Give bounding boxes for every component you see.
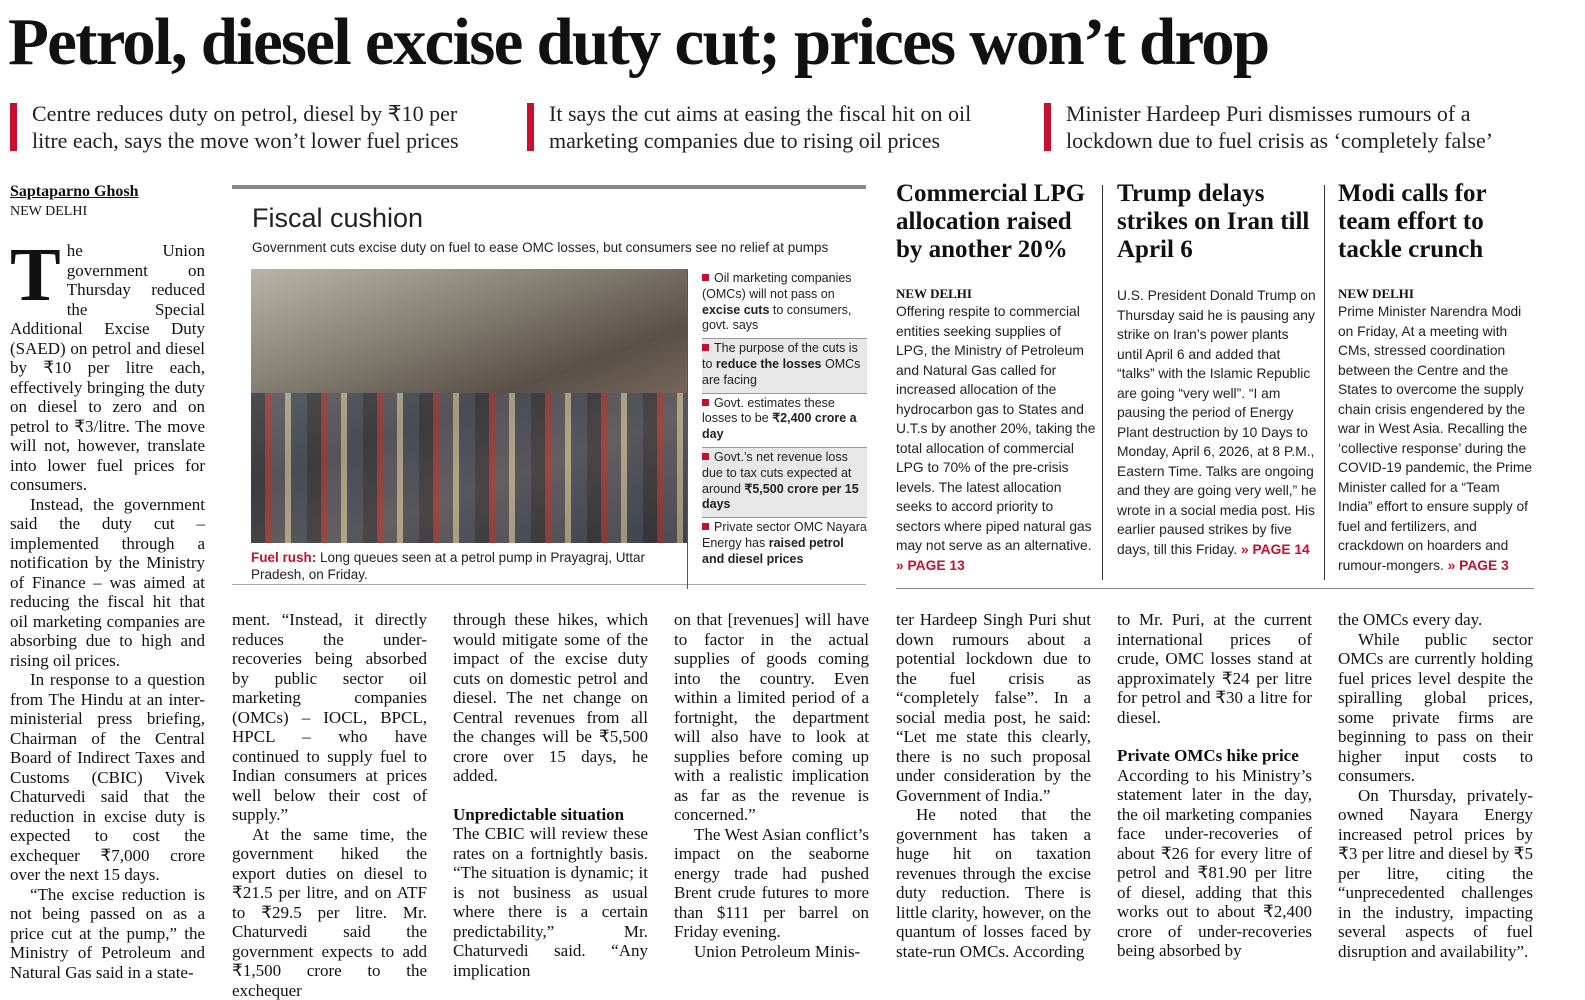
- brief-modi: Modi calls for team effort to tackle cru…: [1338, 180, 1538, 575]
- deck-2: It says the cut aims at easing the fisca…: [527, 100, 997, 154]
- brief-title[interactable]: Modi calls for team effort to tackle cru…: [1338, 180, 1538, 264]
- fact-item: Private sector OMC Nayara Energy has rai…: [702, 518, 867, 571]
- brief-dateline: NEW DELHI: [1338, 286, 1538, 302]
- deck-text: Minister Hardeep Puri dismisses rumours …: [1066, 101, 1493, 153]
- subheading: Private OMCs hike price: [1117, 746, 1312, 766]
- brief-title[interactable]: Commercial LPG allocation raised by anot…: [896, 180, 1096, 264]
- brief-lpg: Commercial LPG allocation raised by anot…: [896, 180, 1096, 575]
- petrol-pump-photo: [251, 269, 687, 543]
- paragraph: ment. “Instead, it directly reduces the …: [232, 610, 427, 825]
- body-column-7: the OMCs every day. While public sector …: [1338, 610, 1533, 961]
- graphic-title: Fiscal cushion: [252, 203, 423, 234]
- bullet-icon: [702, 344, 709, 351]
- drop-cap: T: [10, 245, 61, 305]
- fact-item: The purpose of the cuts is to reduce the…: [702, 339, 867, 393]
- divider: [1102, 185, 1103, 580]
- brief-text: Prime Minister Narendra Modi on Friday, …: [1338, 304, 1532, 573]
- bullet-icon: [702, 274, 709, 281]
- paragraph: While public sector OMCs are currently h…: [1338, 630, 1533, 786]
- brief-trump: Trump delays strikes on Iran till April …: [1117, 180, 1317, 559]
- page-jump-link[interactable]: » PAGE 13: [896, 558, 965, 573]
- deck-bar: [10, 103, 17, 151]
- body-column-5: ter Hardeep Singh Puri shut down rumours…: [896, 610, 1091, 961]
- photo-caption: Fuel rush: Long queues seen at a petrol …: [251, 549, 681, 583]
- body-column-6: to Mr. Puri, at the current internationa…: [1117, 610, 1312, 961]
- fact-item: Govt.’s net revenue loss due to tax cuts…: [702, 448, 867, 518]
- headline: Petrol, diesel excise duty cut; prices w…: [8, 2, 1268, 82]
- deck-bar: [527, 103, 534, 151]
- paragraph: through these hikes, which would mitigat…: [453, 610, 648, 786]
- paragraph: The CBIC will review these rates on a fo…: [453, 824, 648, 980]
- deck-3: Minister Hardeep Puri dismisses rumours …: [1044, 100, 1514, 154]
- paragraph: In response to a question from The Hindu…: [10, 670, 205, 885]
- paragraph: ter Hardeep Singh Puri shut down rumours…: [896, 610, 1091, 805]
- paragraph: Union Petroleum Minis-: [674, 942, 869, 962]
- paragraph: According to his Ministry’s statement la…: [1117, 766, 1312, 961]
- body-column-3: through these hikes, which would mitigat…: [453, 610, 648, 980]
- subheading: Unpredictable situation: [453, 805, 648, 825]
- page-jump-link[interactable]: » PAGE 14: [1241, 542, 1310, 557]
- deck-bar: [1044, 103, 1051, 151]
- paragraph: At the same time, the government hiked t…: [232, 825, 427, 1000]
- divider: [896, 588, 1534, 589]
- paragraph: Instead, the government said the duty cu…: [10, 495, 205, 671]
- brief-title[interactable]: Trump delays strikes on Iran till April …: [1117, 180, 1317, 264]
- deck-text: Centre reduces duty on petrol, diesel by…: [32, 101, 459, 153]
- caption-label: Fuel rush:: [251, 550, 316, 565]
- graphic-subtitle: Government cuts excise duty on fuel to e…: [252, 240, 828, 255]
- fiscal-cushion-graphic: Fiscal cushion Government cuts excise du…: [232, 185, 866, 585]
- paragraph: the OMCs every day.: [1338, 610, 1533, 630]
- paragraph: He noted that the government has taken a…: [896, 805, 1091, 961]
- photo-crowd: [251, 393, 687, 543]
- deck-1: Centre reduces duty on petrol, diesel by…: [10, 100, 480, 154]
- divider: [687, 269, 688, 589]
- brief-dateline: NEW DELHI: [896, 286, 1096, 302]
- brief-text: Offering respite to commercial entities …: [896, 304, 1095, 553]
- fact-list: Oil marketing companies (OMCs) will not …: [702, 269, 867, 572]
- body-column-2: ment. “Instead, it directly reduces the …: [232, 610, 427, 1000]
- paragraph: On Thursday, privately-owned Nayara Ener…: [1338, 786, 1533, 962]
- bullet-icon: [702, 399, 709, 406]
- paragraph: to Mr. Puri, at the current internationa…: [1117, 610, 1312, 727]
- paragraph: The West Asian conflict’s impact on the …: [674, 825, 869, 942]
- fact-item: Oil marketing companies (OMCs) will not …: [702, 269, 867, 339]
- brief-text: U.S. President Donald Trump on Thursday …: [1117, 288, 1316, 557]
- bullet-icon: [702, 453, 709, 460]
- body-column-4: on that [revenues] will have to factor i…: [674, 610, 869, 961]
- divider: [1324, 185, 1325, 580]
- deck-text: It says the cut aims at easing the fisca…: [549, 101, 971, 153]
- fact-item: Govt. estimates these losses to be ₹2,40…: [702, 394, 867, 448]
- dateline: NEW DELHI: [10, 202, 205, 222]
- bullet-icon: [702, 523, 709, 530]
- paragraph: “The excise reduction is not being passe…: [10, 885, 205, 983]
- paragraph: on that [revenues] will have to factor i…: [674, 610, 869, 825]
- byline[interactable]: Saptaparno Ghosh: [10, 182, 205, 202]
- page-jump-link[interactable]: » PAGE 3: [1448, 558, 1509, 573]
